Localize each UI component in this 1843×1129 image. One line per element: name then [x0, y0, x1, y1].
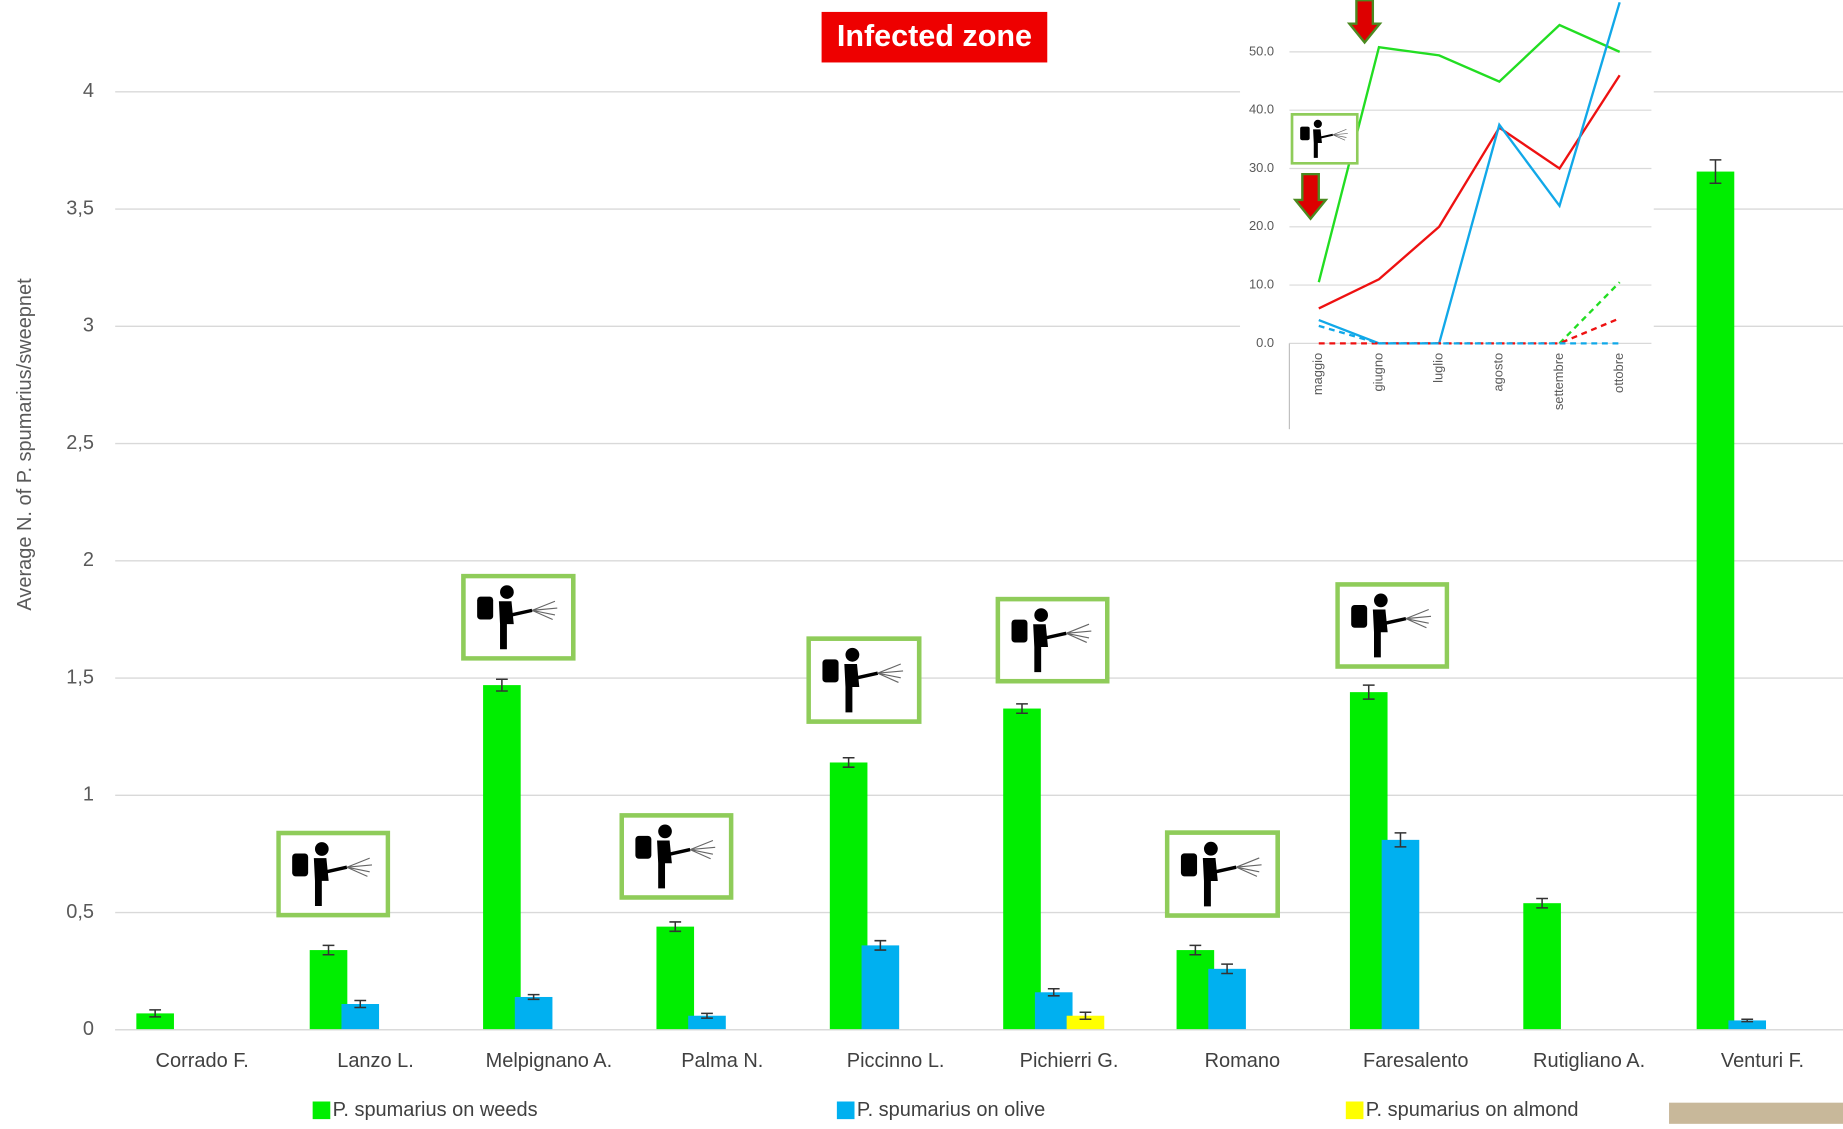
error-bar — [1016, 703, 1028, 715]
y-tick-label: 1 — [83, 784, 94, 806]
x-tick-label: Piccinno L. — [847, 1050, 945, 1072]
inset-plot: 0.0 10.0 20.0 30.0 40.0 50.0 maggio giugno lugli… — [1249, 1, 1652, 410]
y-tick-label: 4 — [83, 80, 94, 102]
x-tick-label: settembre — [1551, 353, 1566, 410]
error-bar — [1362, 684, 1375, 700]
x-tick-label: Faresalento — [1363, 1050, 1468, 1072]
y-tick-label: 3 — [83, 315, 94, 337]
x-tick-label: Romano — [1205, 1050, 1280, 1072]
x-tick-label: giugno — [1370, 353, 1385, 392]
error-bar — [1189, 944, 1202, 956]
y-tick-label: 20.0 — [1249, 218, 1274, 233]
bar — [861, 945, 900, 1030]
legend-label: P. spumarius on almond — [1366, 1099, 1579, 1121]
error-bar — [874, 939, 887, 951]
main-plot: 0 0,5 1 1,5 2 2,5 3 3,5 4 Corrado F. Lanzo L. Melpi… — [66, 80, 1843, 1121]
line-series — [1318, 74, 1621, 310]
inset-decor — [1288, 0, 1383, 430]
bar — [483, 685, 521, 1030]
error-bar — [1741, 1018, 1754, 1023]
y-tick-label: 2 — [83, 549, 94, 571]
y-tick-label: 3,5 — [66, 197, 94, 219]
line-series — [1558, 281, 1621, 345]
x-tick-label: Lanzo L. — [337, 1050, 414, 1072]
x-tick-label: maggio — [1310, 353, 1325, 395]
line-series — [1318, 324, 1620, 345]
bar — [1349, 692, 1388, 1030]
x-tick-label: Melpignano A. — [486, 1050, 613, 1072]
legend-swatch — [312, 1101, 331, 1120]
bar — [309, 950, 348, 1030]
x-tick-label: Pichierri G. — [1020, 1050, 1119, 1072]
bar — [1381, 839, 1420, 1030]
bar — [136, 1013, 174, 1030]
error-bar — [496, 678, 508, 692]
inset-background — [1240, 0, 1654, 433]
error-bar — [1536, 897, 1548, 909]
x-tick-label: Venturi F. — [1721, 1050, 1804, 1072]
error-bar — [842, 757, 855, 768]
bar — [1034, 992, 1073, 1030]
x-tick-label: luglio — [1431, 353, 1446, 383]
y-tick-label: 10.0 — [1249, 276, 1274, 291]
error-bar — [1394, 832, 1407, 848]
bar — [1066, 1015, 1105, 1030]
line-series — [1317, 23, 1621, 283]
corner-image — [1669, 1102, 1843, 1124]
y-tick-label: 40.0 — [1249, 102, 1274, 117]
y-tick-label: 50.0 — [1249, 43, 1274, 58]
x-tick-label: Corrado F. — [156, 1050, 249, 1072]
bar — [514, 996, 553, 1030]
legend-swatch — [1345, 1101, 1364, 1120]
bar — [1176, 950, 1215, 1030]
error-bar — [322, 944, 335, 956]
y-tick-label: 1,5 — [66, 666, 94, 688]
bar — [1003, 708, 1041, 1030]
bar — [1728, 1020, 1767, 1030]
chart-title: Infected zone — [837, 19, 1032, 53]
error-bar — [1047, 988, 1060, 997]
error-bar — [354, 999, 367, 1009]
x-tick-label: agosto — [1491, 353, 1506, 392]
error-bar — [1079, 1011, 1092, 1021]
title-box — [821, 11, 1048, 63]
error-bar — [669, 921, 682, 933]
y-axis-label: Average N. of P. spumarius/sweepnet — [14, 278, 36, 611]
bar — [1696, 171, 1735, 1030]
bar — [1523, 903, 1561, 1030]
bar — [829, 762, 868, 1030]
legend-swatch — [836, 1101, 855, 1120]
y-tick-label: 30.0 — [1249, 160, 1274, 175]
bar — [1208, 968, 1246, 1030]
error-bar — [149, 1009, 162, 1018]
bar — [656, 926, 695, 1030]
y-tick-label: 0,5 — [66, 901, 94, 923]
error-bar — [527, 993, 540, 1001]
error-bar — [1221, 963, 1233, 975]
x-tick-label: Rutigliano A. — [1533, 1050, 1645, 1072]
y-tick-label: 0.0 — [1256, 335, 1274, 350]
error-bar — [1709, 159, 1722, 185]
x-tick-label: ottobre — [1611, 353, 1626, 393]
y-tick-label: 0 — [83, 1018, 94, 1040]
legend-label: P. spumarius on olive — [857, 1099, 1045, 1121]
line-series — [1318, 1, 1621, 345]
legend-label: P. spumarius on weeds — [333, 1099, 538, 1121]
x-tick-label: Palma N. — [681, 1050, 763, 1072]
error-bar — [701, 1012, 713, 1019]
y-tick-label: 2,5 — [66, 432, 94, 454]
bar — [341, 1004, 380, 1030]
bar — [688, 1015, 726, 1030]
